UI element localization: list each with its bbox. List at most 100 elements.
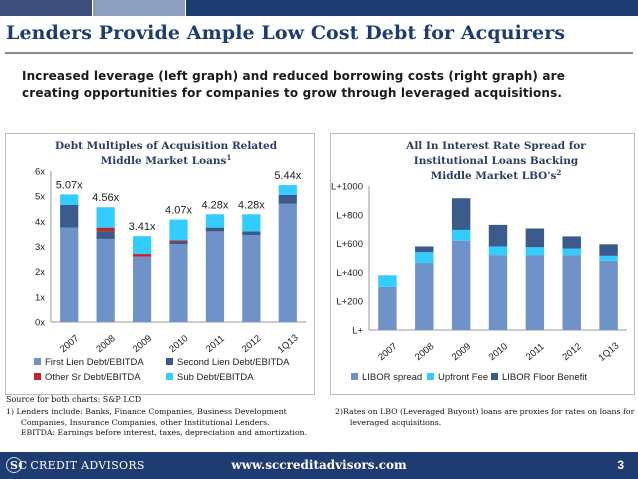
title-divider xyxy=(5,52,633,54)
bar-segment xyxy=(562,236,581,249)
slide-title: Lenders Provide Ample Low Cost Debt for … xyxy=(6,22,566,44)
bar-segment xyxy=(96,227,115,232)
y-tick-label: 5x xyxy=(35,192,45,203)
x-tick-label: 2009 xyxy=(131,333,154,355)
y-tick-label: L+200 xyxy=(336,297,363,308)
bar-segment xyxy=(451,229,471,241)
bar-segment xyxy=(488,246,508,256)
top-color-strip xyxy=(0,0,638,17)
bar-segment xyxy=(525,247,545,256)
chart-title-line: Institutional Loans Backing xyxy=(414,155,579,167)
y-tick-label: 1x xyxy=(35,292,45,303)
legend-swatch xyxy=(351,373,358,380)
legend-swatch xyxy=(427,373,434,380)
bar-segment xyxy=(278,185,297,195)
bar-segment xyxy=(169,241,188,244)
bar-segment xyxy=(525,255,545,330)
legend-label: LIBOR spread xyxy=(362,372,422,383)
x-tick-label: 2008 xyxy=(413,341,436,363)
y-tick-label: 6x xyxy=(35,167,45,178)
x-tick-label: 2012 xyxy=(560,341,583,363)
bar-segment xyxy=(415,263,434,330)
logo-icon xyxy=(6,457,22,473)
x-tick-label: 2012 xyxy=(240,333,263,355)
bar-segment xyxy=(278,194,297,204)
subtitle-line: Increased leverage (left graph) and redu… xyxy=(22,69,565,83)
legend-label: Upfront Fee xyxy=(438,372,488,383)
chart-title-line: Middle Market Loans1 xyxy=(101,153,232,168)
legend-swatch xyxy=(34,358,41,365)
bar-segment xyxy=(378,286,397,330)
bar-total-label: 4.28x xyxy=(201,199,228,211)
x-tick-label: 1Q13 xyxy=(276,332,301,355)
x-tick-label: 1Q13 xyxy=(597,340,622,363)
legend-label: Other Sr Debt/EBITDA xyxy=(45,372,141,383)
bar-segment xyxy=(488,224,508,247)
bar-segment xyxy=(169,219,188,241)
chart-title-line: Debt Multiples of Acquisition Related xyxy=(55,140,278,152)
bar-segment xyxy=(132,254,152,257)
y-tick-label: L+ xyxy=(352,326,363,337)
legend-swatch xyxy=(34,373,41,380)
x-tick-label: 2009 xyxy=(450,341,473,363)
legend-label: Sub Debt/EBITDA xyxy=(177,372,254,383)
bar-total-label: 4.56x xyxy=(92,192,119,204)
footnote-line: 1) Lenders include: Banks, Finance Compa… xyxy=(6,407,287,416)
bar-segment xyxy=(132,256,152,322)
bar-segment xyxy=(132,236,152,255)
page-number: 3 xyxy=(617,458,624,472)
company-logo: SC CREDIT ADVISORS xyxy=(10,459,145,472)
x-tick-label: 2008 xyxy=(94,333,117,355)
y-tick-label: L+400 xyxy=(336,268,363,279)
chart-title-superscript: 2 xyxy=(556,168,561,177)
bar-segment xyxy=(96,207,115,228)
bar-segment xyxy=(599,244,618,256)
website-link[interactable]: www.sccreditadvisors.com xyxy=(231,458,407,472)
bar-total-label: 4.28x xyxy=(238,199,265,211)
logo-text: CREDIT ADVISORS xyxy=(30,459,145,472)
strip-segment xyxy=(0,0,92,16)
strip-segment xyxy=(186,0,638,16)
bar-segment xyxy=(242,214,261,232)
y-tick-label: L+600 xyxy=(336,239,363,250)
bar-total-label: 5.07x xyxy=(56,179,83,191)
bar-segment xyxy=(278,203,297,322)
x-tick-label: 2011 xyxy=(524,341,547,363)
footnote-line: Companies, Insurance Companies, other In… xyxy=(6,417,270,427)
footnote-2: 2)Rates on LBO (Leveraged Buyout) loans … xyxy=(335,407,635,428)
y-tick-label: L+1000 xyxy=(331,182,363,193)
x-tick-label: 2010 xyxy=(167,333,190,355)
strip-segment xyxy=(93,0,185,16)
footer-bar: SC CREDIT ADVISORS www.sccreditadvisors.c… xyxy=(0,452,638,479)
legend-label: Second Lien Debt/EBITDA xyxy=(177,357,290,368)
bar-segment xyxy=(60,194,79,205)
bar-segment xyxy=(96,231,115,239)
bar-total-label: 4.07x xyxy=(165,205,192,217)
bar-segment xyxy=(415,252,434,264)
bar-segment xyxy=(205,214,225,228)
slide-subtitle: Increased leverage (left graph) and redu… xyxy=(22,68,622,102)
bar-segment xyxy=(96,238,115,322)
y-tick-label: 2x xyxy=(35,267,45,278)
bar-segment xyxy=(599,260,618,330)
footnote-line: EBITDA: Earnings before interest, taxes,… xyxy=(6,428,308,437)
debt-multiples-chart: Debt Multiples of Acquisition RelatedMid… xyxy=(34,140,306,383)
legend-label: LIBOR Floor Benefit xyxy=(502,372,587,383)
bar-segment xyxy=(60,204,79,228)
x-tick-label: 2011 xyxy=(204,333,227,355)
chart-title-line: Middle Market LBO's2 xyxy=(431,168,562,183)
chart-title-superscript: 1 xyxy=(226,153,231,162)
chart-title-line: All In Interest Rate Spread for xyxy=(405,140,586,152)
y-tick-label: L+800 xyxy=(336,210,363,221)
bar-total-label: 3.41x xyxy=(129,221,156,233)
bar-segment xyxy=(488,255,508,330)
logo-prefix: SC xyxy=(10,459,28,472)
y-tick-label: 0x xyxy=(35,318,45,329)
interest-spread-chart: All In Interest Rate Spread for Instituti… xyxy=(331,140,627,383)
x-tick-label: 2007 xyxy=(376,341,399,363)
bar-segment xyxy=(415,246,434,253)
left-chart-panel: Debt Multiples of Acquisition Related Mid… xyxy=(5,133,315,395)
footnote-line: 2)Rates on LBO (Leveraged Buyout) loans … xyxy=(335,407,635,416)
bar-segment xyxy=(169,240,188,242)
legend-swatch xyxy=(491,373,498,380)
